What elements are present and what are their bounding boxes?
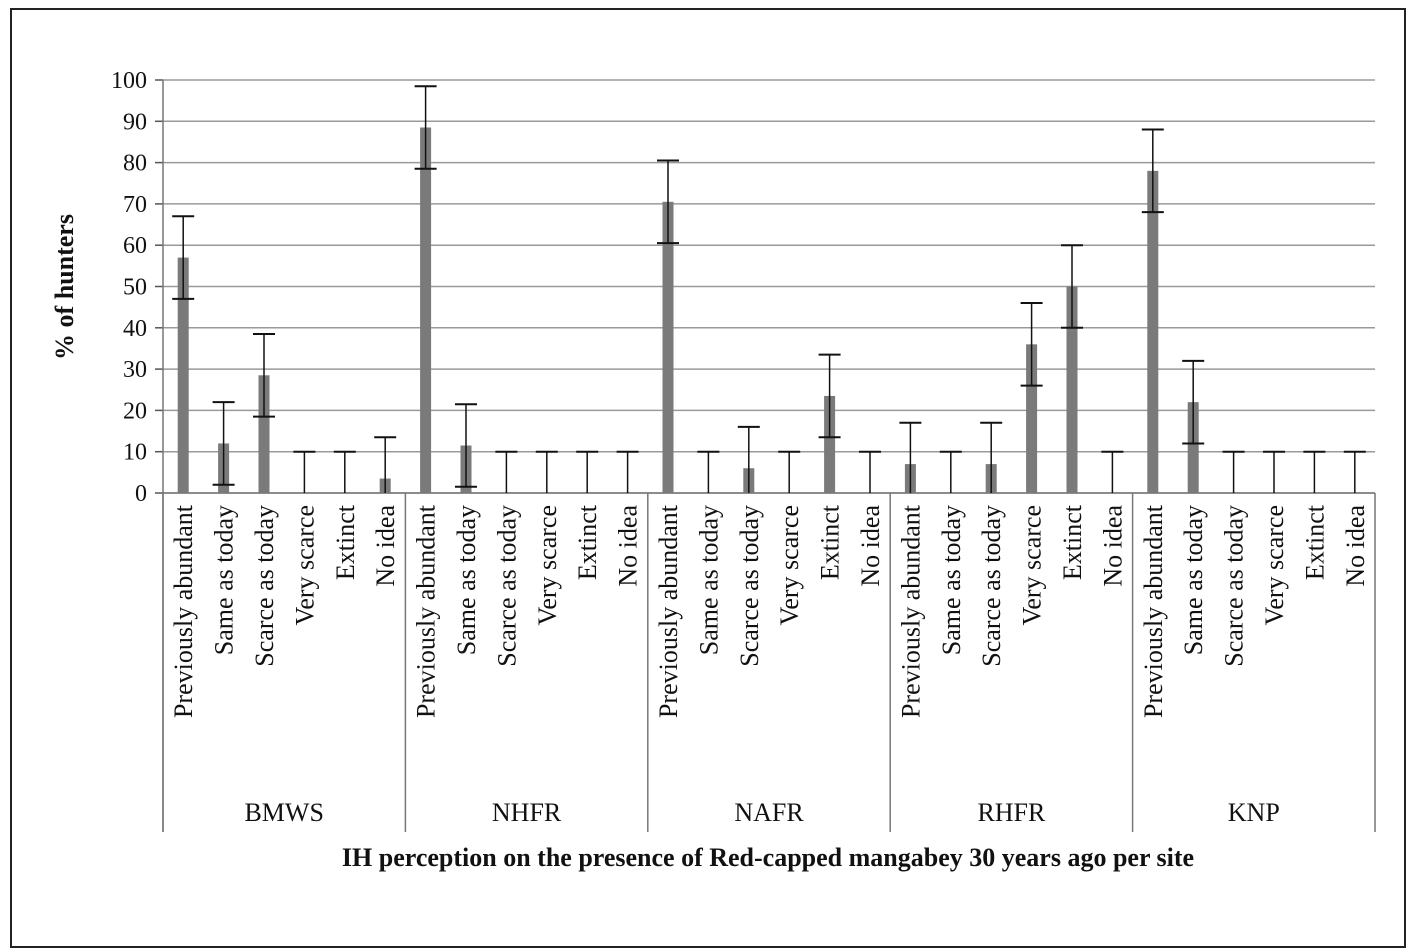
category-label: Previously abundant: [896, 504, 925, 718]
category-label: No idea: [1341, 505, 1370, 587]
category-label: Previously abundant: [654, 504, 683, 718]
bar-knp-0: [1147, 170, 1159, 494]
category-label: Extinct: [573, 504, 602, 580]
group-label-knp: KNP: [1228, 798, 1280, 827]
category-label: Same as today: [937, 505, 966, 655]
category-label: No idea: [1098, 505, 1127, 587]
category-label: No idea: [856, 505, 885, 587]
bar-rhfr-4: [1066, 286, 1078, 493]
y-tick-label-0: 0: [135, 481, 147, 507]
category-label: Same as today: [1179, 505, 1208, 655]
bar-bmws-0: [177, 257, 189, 493]
category-label: Extinct: [331, 504, 360, 580]
category-label: No idea: [371, 505, 400, 587]
bar-nafr-0: [662, 201, 674, 493]
y-tick-label-50: 50: [123, 275, 147, 301]
y-axis-title: % of hunters: [50, 214, 79, 360]
y-tick-label-70: 70: [123, 192, 147, 218]
category-label: Scarce as today: [977, 505, 1006, 667]
category-label: Very scarce: [1018, 505, 1047, 626]
category-label: Extinct: [816, 504, 845, 580]
category-label: Same as today: [210, 505, 239, 655]
y-tick-label-10: 10: [123, 440, 147, 466]
category-label: No idea: [614, 505, 643, 587]
group-label-bmws: BMWS: [244, 798, 323, 827]
bar-nafr-4: [824, 395, 836, 493]
category-label: Previously abundant: [1139, 504, 1168, 718]
category-label: Very scarce: [533, 505, 562, 626]
bar-rhfr-3: [1026, 344, 1038, 493]
category-label: Same as today: [694, 505, 723, 655]
category-label: Previously abundant: [169, 504, 198, 718]
x-axis-title: IH perception on the presence of Red-cap…: [342, 843, 1194, 872]
category-label: Scarce as today: [1220, 505, 1249, 667]
category-label: Extinct: [1058, 504, 1087, 580]
y-tick-label-100: 100: [111, 68, 147, 94]
category-label: Scarce as today: [735, 505, 764, 667]
category-label: Previously abundant: [412, 504, 441, 718]
category-label: Same as today: [452, 505, 481, 655]
y-tick-label-20: 20: [123, 398, 147, 424]
bar-knp-1: [1187, 402, 1199, 493]
category-label: Scarce as today: [492, 505, 521, 667]
bar-bmws-2: [258, 375, 270, 493]
category-label: Extinct: [1300, 504, 1329, 580]
group-label-rhfr: RHFR: [977, 798, 1046, 827]
category-label: Very scarce: [1260, 505, 1289, 626]
category-label: Very scarce: [775, 505, 804, 626]
category-label: Scarce as today: [250, 505, 279, 667]
y-tick-label-90: 90: [123, 109, 147, 135]
y-tick-label-80: 80: [123, 151, 147, 177]
group-label-nafr: NAFR: [734, 798, 804, 827]
group-label-nhfr: NHFR: [492, 798, 562, 827]
y-tick-label-40: 40: [123, 316, 147, 342]
y-tick-label-60: 60: [123, 233, 147, 259]
category-label: Very scarce: [290, 505, 319, 626]
bar-nhfr-0: [420, 127, 432, 494]
y-tick-label-30: 30: [123, 357, 147, 383]
